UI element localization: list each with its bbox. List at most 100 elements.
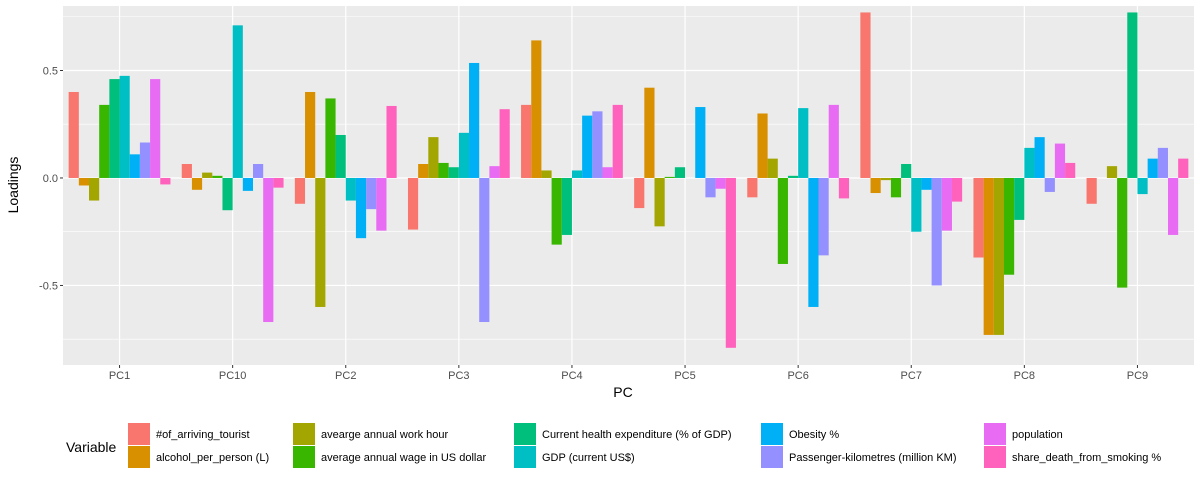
bar <box>695 107 706 178</box>
bar <box>973 177 984 258</box>
legend-swatch <box>984 446 1006 468</box>
bar <box>1106 166 1118 178</box>
bar <box>325 98 336 178</box>
bar <box>634 177 645 209</box>
bar <box>119 75 130 178</box>
bar <box>880 177 891 181</box>
bar <box>1034 137 1045 178</box>
bar <box>798 108 809 178</box>
bar <box>531 40 542 178</box>
y-axis-title: Loadings <box>5 157 21 214</box>
bar <box>191 177 203 190</box>
bar <box>1178 158 1189 178</box>
bar <box>757 113 768 178</box>
legend-label: avearge annual work hour <box>321 429 449 441</box>
legend-label: Obesity % <box>789 429 839 441</box>
x-tick-label: PC4 <box>561 370 582 382</box>
bar <box>931 177 942 286</box>
x-tick-label: PC5 <box>674 370 695 382</box>
legend-swatch <box>293 446 315 468</box>
bar <box>818 177 829 256</box>
bar <box>78 177 90 186</box>
bar <box>747 177 758 198</box>
bar <box>139 142 151 178</box>
bar <box>1137 177 1148 195</box>
legend-swatch <box>761 446 783 468</box>
bar <box>592 111 603 178</box>
legend-label: population <box>1012 429 1063 441</box>
bar <box>366 177 377 210</box>
bar <box>602 167 613 178</box>
bar <box>335 134 346 178</box>
bar <box>951 177 963 202</box>
legend-label: share_death_from_smoking % <box>1012 452 1161 464</box>
bar <box>715 177 726 189</box>
bar <box>232 25 243 178</box>
bar <box>921 177 932 190</box>
bar <box>582 115 593 178</box>
bar <box>1086 177 1097 204</box>
x-tick-label: PC6 <box>787 370 808 382</box>
legend-swatch <box>761 423 783 445</box>
bar <box>993 177 1004 335</box>
bar <box>1003 177 1015 275</box>
bar <box>654 177 665 227</box>
legend-label: #of_arriving_tourist <box>156 429 250 441</box>
x-tick-label: PC10 <box>219 370 247 382</box>
y-tick-label: 0.5 <box>43 65 58 77</box>
x-tick-label: PC7 <box>901 370 922 382</box>
bar <box>263 177 274 323</box>
bar <box>838 177 850 199</box>
bar <box>407 177 419 230</box>
y-tick-label: -0.5 <box>39 280 58 292</box>
y-axis-ticks: -0.5 0.0 0.5 <box>39 65 63 292</box>
bar <box>911 177 922 232</box>
bar <box>253 164 264 178</box>
legend-label: Passenger-kilometres (million KM) <box>789 452 957 464</box>
bar-series-group <box>68 12 1189 348</box>
bar <box>376 177 387 231</box>
bar <box>561 177 572 235</box>
bar <box>612 104 623 178</box>
legend-swatch <box>293 423 315 445</box>
bar <box>941 177 952 231</box>
bar <box>469 62 480 178</box>
bar <box>828 104 839 178</box>
bar <box>150 79 161 178</box>
bar <box>1044 177 1055 192</box>
bar <box>315 177 326 307</box>
legend: Variable #of_arriving_tourist alcohol_per… <box>66 423 1161 468</box>
bar <box>499 109 510 178</box>
bar <box>273 177 284 188</box>
bar <box>212 175 223 178</box>
legend-swatch <box>128 423 150 445</box>
bar <box>99 104 110 178</box>
legend-swatch <box>128 446 150 468</box>
bar <box>355 177 367 239</box>
x-tick-label: PC8 <box>1014 370 1035 382</box>
bar <box>1117 177 1128 288</box>
bar <box>674 167 686 178</box>
bar <box>428 137 439 178</box>
bar <box>901 164 912 178</box>
legend-swatch <box>514 446 536 468</box>
x-tick-label: PC9 <box>1127 370 1148 382</box>
bar <box>305 91 316 178</box>
bar <box>418 164 429 178</box>
x-tick-label: PC3 <box>448 370 469 382</box>
bar <box>1157 147 1168 178</box>
y-tick-label: 0.0 <box>43 173 58 185</box>
bar <box>1024 147 1035 178</box>
legend-label: average annual wage in US dollar <box>321 452 486 464</box>
bar <box>571 170 583 178</box>
bar <box>777 177 788 264</box>
bar <box>890 177 902 198</box>
bar <box>448 167 459 178</box>
bar <box>1127 12 1138 178</box>
legend-swatch <box>984 423 1006 445</box>
bar <box>68 91 79 178</box>
bar <box>242 177 254 191</box>
bar <box>479 177 490 323</box>
bar <box>551 177 562 245</box>
